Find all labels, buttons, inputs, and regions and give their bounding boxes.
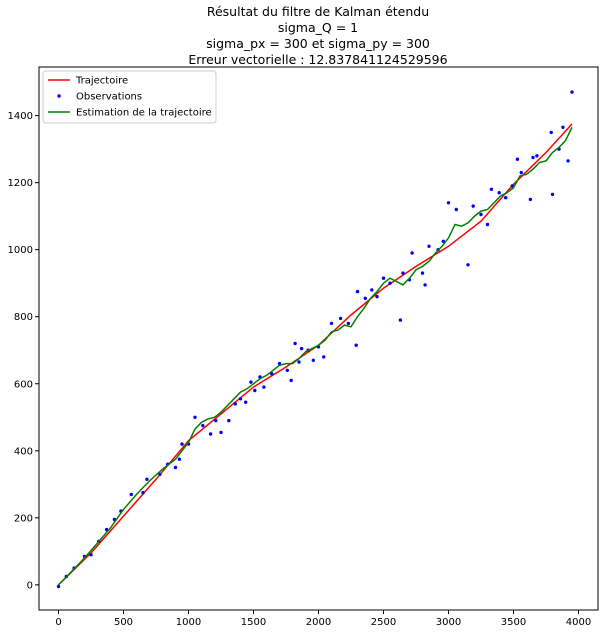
observation-point: [388, 281, 392, 285]
observation-point: [471, 204, 475, 208]
observation-point: [454, 207, 458, 212]
x-tick-label: 0: [55, 617, 61, 628]
legend-label: Observations: [76, 92, 142, 103]
y-tick-label: 600: [14, 379, 33, 390]
y-tick-label: 1400: [8, 111, 33, 122]
observation-point: [180, 442, 184, 446]
observation-point: [515, 157, 520, 161]
axes-layer: 0 500 1000 1500 2000 2500 3000 3500 4000 0 200 400 6…: [8, 111, 592, 628]
observation-point: [446, 201, 451, 205]
observation-point: [401, 271, 405, 275]
observation-point: [219, 430, 223, 435]
observation-point: [561, 125, 565, 129]
x-tick-label: 2500: [371, 617, 396, 628]
observation-point: [535, 154, 539, 158]
y-tick-label: 1200: [8, 178, 33, 189]
chart-title-line-4: Erreur vectorielle : 12.837841124529596: [188, 52, 448, 67]
observation-point: [201, 423, 205, 428]
x-tick-label: 2000: [306, 617, 331, 628]
chart-title-line-2: sigma_Q = 1: [277, 20, 359, 35]
observation-point: [193, 415, 197, 419]
x-tick-label: 500: [114, 617, 133, 628]
observation-point: [427, 244, 431, 248]
observation-point: [504, 196, 508, 200]
series-layer: [56, 90, 574, 589]
observation-point: [249, 380, 253, 384]
observation-point: [566, 159, 570, 163]
observation-point: [531, 155, 535, 160]
observation-point: [158, 472, 162, 476]
observation-point: [322, 355, 326, 359]
observation-point: [299, 346, 304, 351]
y-tick-label: 800: [14, 312, 33, 323]
observation-point: [89, 553, 93, 557]
observation-point: [570, 90, 574, 94]
observation-point: [346, 321, 351, 326]
observation-point: [289, 378, 293, 383]
observation-point: [381, 276, 386, 280]
observation-point: [311, 358, 315, 362]
observation-point: [355, 289, 360, 294]
legend-label: Estimation de la trajectoire: [76, 108, 212, 119]
observation-point: [129, 492, 133, 497]
x-tick-label: 3000: [436, 617, 461, 628]
y-tick-label: 200: [14, 513, 33, 524]
x-tick-label: 4000: [566, 617, 591, 628]
observation-point: [173, 465, 178, 470]
observation-point: [293, 341, 297, 346]
observation-point: [338, 316, 343, 321]
observation-point: [208, 432, 213, 436]
x-tick-label: 1500: [241, 617, 266, 628]
observation-point: [519, 170, 523, 175]
observation-point: [375, 294, 379, 299]
legend-swatch-marker: [57, 94, 61, 98]
y-tick-label: 400: [14, 446, 33, 457]
observation-point: [262, 385, 266, 389]
observation-point: [363, 296, 367, 300]
series-line-estimation-de-la-trajectoire: [57, 126, 573, 586]
plot-frame: [38, 66, 599, 611]
observation-point: [466, 263, 470, 267]
legend-label: Trajectoire: [75, 76, 128, 87]
legend-box: [42, 70, 217, 124]
observation-point: [549, 130, 553, 135]
observation-point: [410, 251, 414, 255]
observation-point: [528, 197, 533, 202]
observation-point: [354, 343, 358, 347]
y-tick-label: 1000: [8, 245, 33, 256]
observation-point: [253, 388, 257, 393]
observation-point: [244, 400, 248, 404]
observation-point: [329, 321, 334, 326]
observation-point: [227, 418, 231, 423]
series-line-trajectoire: [57, 123, 573, 586]
chart-title-line-1: Résultat du filtre de Kalman étendu: [206, 4, 430, 19]
observation-point: [141, 491, 145, 495]
observation-point: [238, 397, 243, 401]
observation-point: [550, 192, 555, 197]
observation-point: [420, 271, 425, 275]
observation-point: [233, 402, 237, 406]
observation-point: [489, 187, 494, 191]
observation-point: [145, 477, 149, 481]
observation-point: [510, 184, 514, 188]
observation-point: [485, 222, 490, 227]
observation-point: [285, 368, 289, 372]
observation-point: [297, 360, 301, 364]
observation-point: [441, 239, 445, 243]
observation-point: [479, 212, 483, 217]
observation-point: [214, 418, 218, 423]
observation-point: [177, 457, 182, 461]
chart-title: Résultat du filtre de Kalman étendu sigm…: [0, 4, 604, 68]
observation-point: [56, 584, 61, 589]
observation-point: [497, 191, 501, 195]
x-tick-label: 1000: [176, 617, 201, 628]
chart-title-line-3: sigma_px = 300 et sigma_py = 300: [206, 36, 430, 51]
observation-point: [398, 318, 403, 322]
y-tick-label: 0: [27, 580, 33, 591]
observation-point: [370, 288, 374, 292]
x-tick-label: 3500: [501, 617, 526, 628]
observation-point: [423, 283, 427, 287]
legend: Trajectoire Observations Estimation de la …: [42, 70, 217, 124]
